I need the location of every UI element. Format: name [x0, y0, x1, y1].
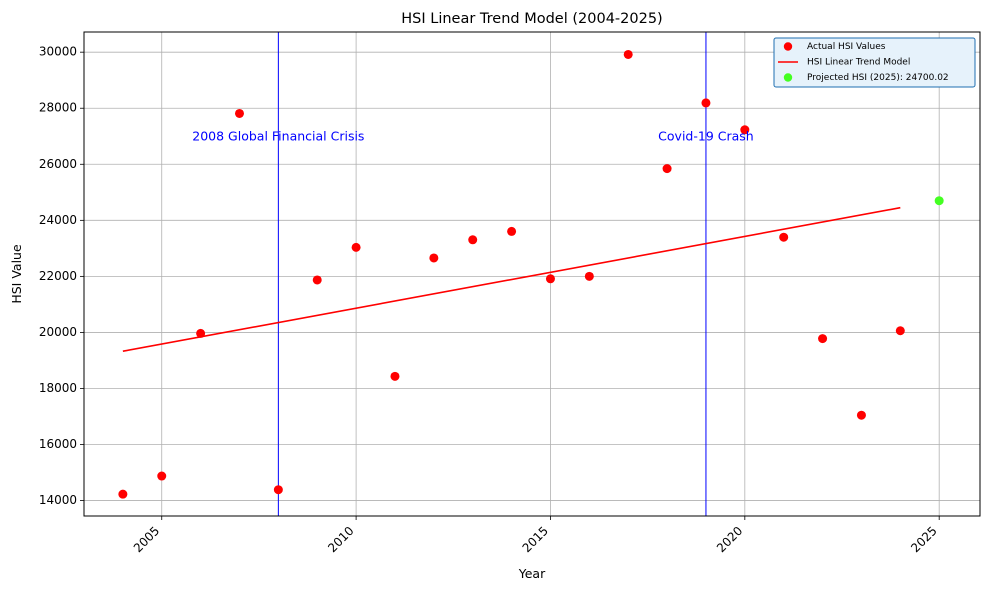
event-annotation-label: 2008 Global Financial Crisis: [192, 128, 364, 143]
y-tick-label: 30000: [39, 45, 77, 59]
y-tick-label: 18000: [39, 381, 77, 395]
y-tick-label: 22000: [39, 269, 77, 283]
data-point: [118, 489, 128, 499]
legend-box: [773, 37, 976, 88]
event-lines: [277, 32, 707, 516]
projected-point: [934, 196, 944, 206]
legend-label: Projected HSI (2025): 24700.02: [807, 73, 949, 83]
legend-label: HSI Linear Trend Model: [807, 58, 910, 68]
data-points: [118, 49, 944, 499]
data-point: [584, 271, 594, 281]
data-point: [273, 485, 283, 495]
x-axis-label: Year: [518, 566, 546, 581]
y-axis-label: HSI Value: [9, 244, 24, 304]
legend-label: Actual HSI Values: [807, 42, 886, 52]
data-point: [545, 274, 555, 284]
y-tick-label: 28000: [39, 101, 77, 115]
trend-line: [122, 206, 901, 352]
event-annotation-label: Covid-19 Crash: [658, 128, 754, 143]
data-point: [701, 98, 711, 108]
data-point: [351, 242, 361, 252]
data-point: [662, 164, 672, 174]
data-point: [429, 253, 439, 263]
data-point: [856, 410, 866, 420]
legend: Actual HSI Values HSI Linear Trend Model P…: [773, 37, 976, 88]
y-tick-label: 14000: [39, 493, 77, 507]
data-point: [895, 326, 905, 336]
y-axis-ticks: 14000 16000 18000 20000 22000 24000 26000 28000…: [39, 45, 84, 507]
data-point: [390, 371, 400, 381]
data-point: [312, 275, 322, 285]
data-point: [468, 235, 478, 245]
y-tick-label: 26000: [39, 157, 77, 171]
data-point: [507, 226, 517, 236]
plot-frame: [83, 31, 981, 517]
data-point: [196, 328, 206, 338]
data-point: [779, 232, 789, 242]
data-point: [740, 125, 750, 135]
data-point: [234, 108, 244, 118]
legend-marker-swatch: [783, 42, 793, 51]
y-tick-label: 24000: [39, 213, 77, 227]
y-tick-label: 16000: [39, 437, 77, 451]
trend-line-layer: [122, 206, 901, 352]
data-point: [623, 49, 633, 59]
chart-title: HSI Linear Trend Model (2004-2025): [401, 11, 662, 27]
legend-marker-swatch: [783, 73, 793, 82]
data-point: [818, 334, 828, 344]
y-tick-label: 20000: [39, 325, 77, 339]
data-point: [157, 471, 167, 481]
event-annotations: 2008 Global Financial Crisis Covid-19 Cra…: [192, 128, 753, 143]
